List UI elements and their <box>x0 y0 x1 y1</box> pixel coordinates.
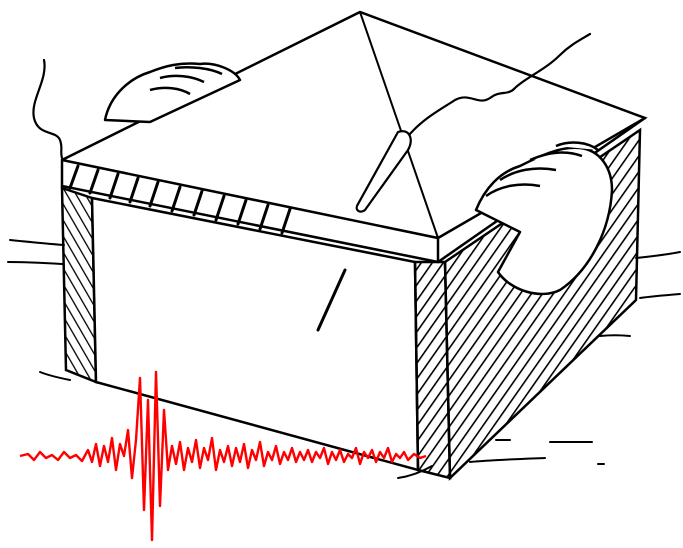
pen-and-wire <box>32 32 592 332</box>
lid-tick-marks <box>68 164 292 235</box>
left-wall-edge <box>60 186 98 384</box>
seismogram-trace <box>19 370 427 542</box>
left-hand <box>103 62 242 124</box>
right-hand <box>474 141 614 296</box>
